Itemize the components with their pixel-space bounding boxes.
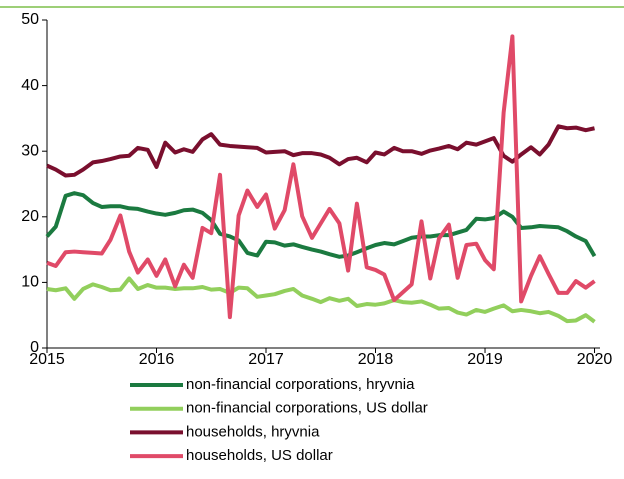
x-tick-label: 2019 (467, 351, 503, 368)
series-line (45, 191, 597, 259)
legend-label: non-financial corporations, US dollar (186, 400, 428, 417)
x-tick-label: 2020 (577, 351, 613, 368)
series-line (46, 34, 596, 320)
y-tick-label: 50 (21, 11, 39, 28)
series-line (46, 276, 596, 324)
x-tick-label: 2016 (139, 351, 175, 368)
y-tick-label: 30 (21, 142, 39, 159)
x-tick-label: 2017 (248, 351, 284, 368)
y-tick-label: 20 (21, 208, 39, 225)
y-tick-label: 10 (21, 274, 39, 291)
series-line (46, 124, 595, 178)
y-tick-label: 0 (30, 339, 39, 356)
legend-label: households, US dollar (186, 447, 333, 464)
legend-label: non-financial corporations, hryvnia (186, 376, 415, 393)
x-tick-label: 2015 (29, 351, 65, 368)
legend-label: households, hryvnia (186, 423, 320, 440)
y-tick-label: 40 (21, 77, 39, 94)
x-tick-label: 2018 (358, 351, 394, 368)
